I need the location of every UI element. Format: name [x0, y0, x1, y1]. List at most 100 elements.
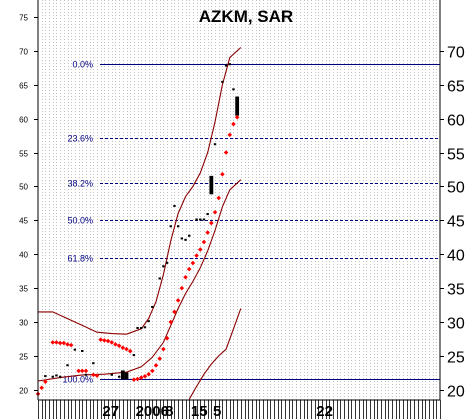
price-bar [221, 80, 224, 83]
x-tick-label: 22 [316, 403, 333, 419]
price-bar [162, 265, 165, 268]
right-tick-label: 45 [447, 214, 465, 231]
envelope-lower-line [188, 308, 242, 400]
price-bar [55, 374, 58, 377]
x-tick-label: 5 [213, 403, 221, 419]
right-tick-label: 40 [447, 248, 465, 265]
right-tick-label: 65 [447, 79, 465, 96]
sar-dot [105, 338, 111, 344]
left-tick-label: 30 [19, 319, 28, 328]
sar-dot [68, 342, 74, 348]
sar-dot [205, 230, 210, 235]
sar-dot [161, 346, 166, 352]
left-tick-label: 45 [19, 217, 28, 226]
fib-level-label: 61.8% [67, 254, 93, 264]
right-tick-label: 20 [447, 384, 465, 401]
sar-dot [146, 371, 151, 377]
left-tick-label: 55 [19, 150, 28, 159]
sar-dot [79, 368, 85, 374]
sar-dot [198, 247, 203, 252]
price-bar [132, 354, 136, 357]
x-tick-label: 15 [191, 403, 208, 419]
price-bar [176, 225, 180, 228]
sar-dot [76, 368, 81, 374]
sar-dot [142, 374, 148, 379]
price-bar [84, 373, 88, 376]
sar-dot [127, 348, 133, 354]
left-axis: 20 25 30 35 40 45 50 55 60 65 70 75 [19, 14, 38, 396]
sar-dot [194, 253, 199, 258]
left-tick-label: 25 [19, 353, 28, 362]
price-bar [73, 348, 77, 351]
price-bar [117, 375, 121, 378]
sar-dot [83, 368, 89, 374]
price-bar [169, 225, 172, 228]
price-bar [165, 261, 169, 264]
price-bar [184, 238, 187, 241]
sar-dot [98, 337, 103, 342]
left-tick-label: 20 [19, 387, 28, 396]
sar-dot [183, 275, 188, 280]
price-bar [173, 204, 176, 207]
price-bar [92, 362, 95, 365]
sar-dot [234, 115, 240, 120]
price-bar [51, 375, 54, 378]
price-bar [110, 373, 113, 376]
sar-dot [102, 338, 107, 343]
sar-dot [39, 385, 44, 391]
envelope-bands [37, 47, 242, 400]
sar-dot [227, 132, 233, 138]
sar-dot [190, 260, 196, 266]
sar-dot [223, 150, 229, 155]
x-tick-label: 27 [102, 403, 119, 419]
left-tick-label: 65 [19, 82, 28, 91]
sar-dot [212, 209, 218, 215]
left-tick-label: 75 [19, 14, 28, 23]
price-bar [188, 234, 191, 237]
sar-dot [131, 377, 137, 382]
fib-level-label: 100.0% [62, 375, 93, 385]
sar-dot [124, 346, 129, 352]
sar-dot [113, 342, 118, 347]
price-bar [213, 143, 217, 146]
price-bar [151, 305, 154, 308]
price-bar [180, 237, 184, 240]
sar-dot [231, 121, 236, 127]
sar-dot [220, 171, 225, 177]
price-bar [147, 320, 150, 323]
price-bar [202, 218, 206, 221]
price-bar [44, 375, 47, 378]
right-tick-label: 70 [447, 45, 465, 62]
right-tick-label: 35 [447, 282, 465, 299]
price-bar [58, 375, 62, 378]
sar-dot [179, 285, 185, 291]
sar-dot [109, 340, 115, 345]
fib-level-label: 50.0% [67, 216, 93, 226]
fib-level-label: 0.0% [72, 60, 93, 70]
price-bar [66, 364, 69, 367]
sar-dot [216, 195, 221, 201]
sar-dot [135, 376, 140, 382]
price-bar [140, 326, 143, 329]
price-bar [120, 370, 125, 380]
price-bar [235, 96, 240, 116]
price-bar [199, 218, 202, 221]
sar-dot [120, 345, 126, 351]
price-bar [158, 277, 161, 280]
sar-dot [157, 356, 162, 361]
sar-dot [65, 342, 70, 347]
price-bar [124, 372, 129, 380]
x-tick-label: 8 [165, 403, 173, 419]
right-axis: 20 25 30 35 40 45 50 55 60 65 70 [440, 45, 465, 401]
chart-title: AZKM, SAR [199, 7, 293, 26]
price-bar [195, 218, 198, 221]
sar-dot [168, 319, 174, 325]
sar-dot [175, 298, 181, 303]
price-bar [224, 64, 228, 67]
right-tick-label: 55 [447, 147, 465, 164]
right-tick-label: 30 [447, 316, 465, 333]
sar-dot [153, 363, 159, 368]
x-tick-label: 2006 [136, 403, 169, 419]
